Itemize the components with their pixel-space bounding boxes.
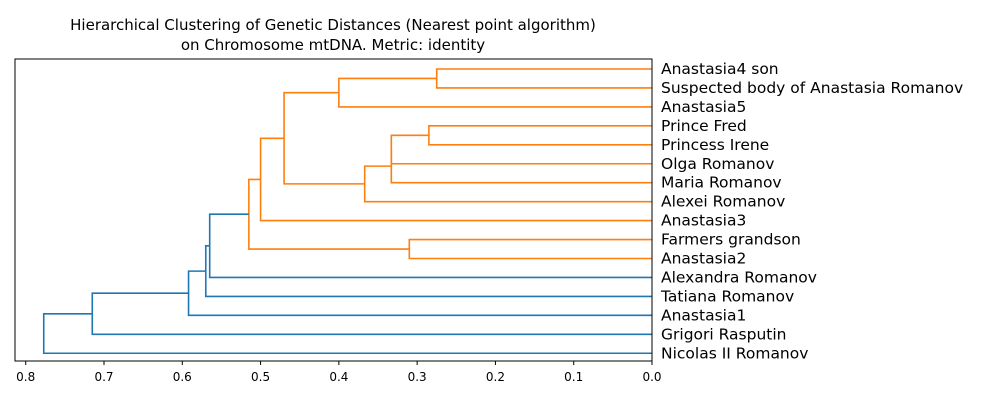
link-n9 — [409, 240, 652, 259]
chart-title: Hierarchical Clustering of Genetic Dista… — [70, 16, 596, 34]
leaf-label: Maria Romanov — [661, 174, 782, 192]
x-tick-label: 0.3 — [408, 370, 427, 384]
x-tick-label: 0.0 — [642, 370, 661, 384]
leaf-label: Suspected body of Anastasia Romanov — [661, 79, 963, 97]
leaf-label: Nicolas II Romanov — [661, 344, 808, 362]
leaf-label: Farmers grandson — [661, 231, 801, 249]
link-n1 — [437, 69, 652, 88]
chart-subtitle: on Chromosome mtDNA. Metric: identity — [181, 36, 485, 54]
link-n6 — [365, 166, 652, 202]
link-n11 — [210, 214, 652, 277]
x-tick-label: 0.6 — [173, 370, 192, 384]
leaf-label: Tatiana Romanov — [660, 287, 794, 305]
leaf-label: Anastasia3 — [661, 212, 746, 230]
leaf-label: Anastasia1 — [661, 306, 746, 324]
link-n14 — [92, 293, 652, 334]
x-tick-label: 0.1 — [564, 370, 583, 384]
link-n5 — [391, 150, 652, 183]
leaf-label: Anastasia4 son — [661, 60, 779, 78]
x-tick-label: 0.8 — [16, 370, 35, 384]
x-tick-label: 0.5 — [251, 370, 270, 384]
link-n10 — [249, 179, 409, 249]
dendrogram-links — [44, 69, 652, 353]
x-tick-label: 0.7 — [94, 370, 113, 384]
leaf-label: Alexei Romanov — [661, 193, 785, 211]
link-n8 — [261, 138, 652, 220]
leaf-label: Prince Fred — [661, 117, 747, 135]
leaf-label: Grigori Rasputin — [661, 325, 787, 343]
leaf-label: Princess Irene — [661, 136, 769, 154]
link-n4 — [391, 135, 652, 163]
leaf-label: Olga Romanov — [661, 155, 774, 173]
x-axis: 0.8 0.7 0.6 0.5 0.4 0.3 0.2 0.1 0.0 — [16, 361, 661, 384]
link-n3 — [429, 126, 652, 145]
x-tick-label: 0.4 — [329, 370, 348, 384]
leaf-label: Anastasia5 — [661, 98, 746, 116]
leaf-label: Anastasia2 — [661, 250, 746, 268]
link-n12 — [206, 246, 652, 297]
x-tick-label: 0.2 — [486, 370, 505, 384]
leaf-label: Alexandra Romanov — [661, 268, 817, 286]
link-n2 — [339, 78, 652, 106]
